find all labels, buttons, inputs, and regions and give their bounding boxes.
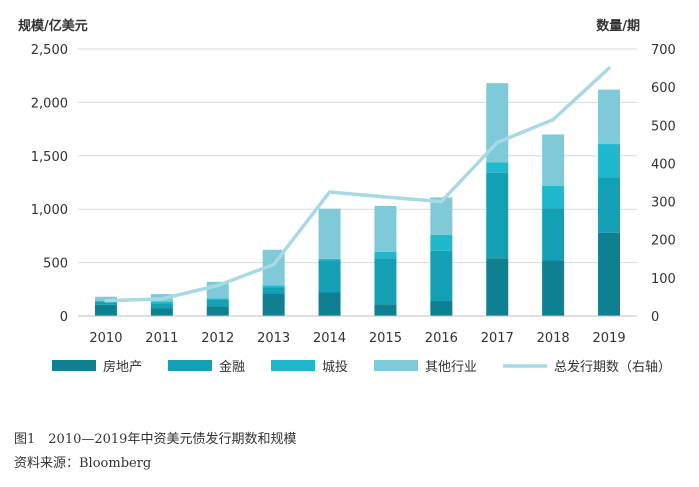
x-tick-label: 2019 [593, 331, 626, 346]
y-right-tick-label: 700 [651, 43, 676, 58]
legend: 房地产 金融 城投 其他行业 总发行期数（右轴） [52, 359, 671, 375]
y-right-tick-label: 200 [651, 234, 676, 249]
axes: 0 500 1,000 1,500 2,000 2,500 0 100 200 300 400 500… [31, 43, 676, 346]
bar-segment [318, 260, 341, 293]
y-right-tick-label: 300 [651, 196, 676, 211]
bar-segment [486, 162, 509, 173]
bar-segment [486, 172, 509, 259]
bar-segment [262, 285, 285, 288]
bar-segment [94, 301, 117, 305]
bar-segment [374, 251, 397, 259]
figure-caption: 图1 2010—2019年中资美元债发行期数和规模 [14, 432, 297, 447]
legend-swatch [374, 360, 418, 371]
bar-segment [598, 177, 621, 233]
bar-segment [486, 258, 509, 316]
x-tick-label: 2010 [89, 331, 122, 346]
bar-segment [262, 293, 285, 316]
y-right-tick-label: 600 [651, 81, 676, 96]
bar-segment [598, 144, 621, 178]
x-tick-label: 2011 [145, 331, 178, 346]
bar-segment [542, 260, 565, 316]
line-total-issuance [104, 66, 611, 303]
legend-swatch [168, 360, 212, 371]
bar-segment [94, 296, 117, 302]
chart-svg: 0 500 1,000 1,500 2,000 2,500 0 100 200 300 400 500… [18, 18, 676, 375]
bar-segment [318, 258, 341, 261]
bars [94, 83, 621, 316]
left-axis-title: 规模/亿美元 [18, 18, 88, 34]
bar-segment [430, 234, 453, 251]
legend-swatch [52, 360, 96, 371]
legend-label: 房地产 [103, 359, 142, 375]
bar-segment [318, 292, 341, 316]
right-axis-title: 数量/期 [596, 18, 640, 34]
bar-segment [486, 83, 509, 163]
bar-segment [206, 306, 229, 316]
y-left-tick-label: 2,500 [31, 43, 68, 58]
legend-label: 其他行业 [425, 360, 477, 375]
bar-segment [150, 301, 173, 304]
legend-swatch [271, 360, 315, 371]
y-left-tick-label: 2,000 [31, 96, 68, 111]
bar-segment [206, 299, 229, 307]
bar-segment [150, 303, 173, 309]
y-right-tick-label: 400 [651, 157, 676, 172]
legend-label: 金融 [219, 359, 245, 375]
bar-segment [542, 134, 565, 186]
bar-segment [374, 258, 397, 305]
x-tick-label: 2014 [313, 331, 346, 346]
y-right-tick-label: 100 [651, 272, 676, 287]
x-tick-label: 2016 [425, 331, 458, 346]
bar-segment [542, 208, 565, 261]
x-tick-label: 2015 [369, 331, 402, 346]
legend-label: 城投 [322, 359, 348, 375]
x-tick-label: 2017 [481, 331, 514, 346]
y-right-tick-label: 500 [651, 119, 676, 134]
bar-segment [150, 308, 173, 316]
legend-label: 总发行期数（右轴） [554, 359, 671, 375]
y-left-tick-label: 1,500 [31, 150, 68, 165]
source-note: 资料来源：Bloomberg [14, 456, 152, 471]
y-right-tick-label: 0 [651, 310, 659, 325]
bar-segment [542, 185, 565, 209]
line-series [104, 66, 611, 303]
bar-segment [430, 197, 453, 235]
bar-segment [374, 304, 397, 316]
bar-segment [430, 301, 453, 316]
y-left-tick-label: 500 [43, 257, 68, 272]
bar-segment [318, 208, 341, 259]
x-tick-label: 2013 [257, 331, 290, 346]
bar-segment [598, 232, 621, 316]
y-left-tick-label: 0 [60, 310, 68, 325]
chart-container: 0 500 1,000 1,500 2,000 2,500 0 100 200 300 400 500… [18, 18, 676, 375]
x-tick-label: 2012 [201, 331, 234, 346]
bar-segment [206, 298, 229, 300]
bar-segment [598, 89, 621, 145]
bar-segment [430, 250, 453, 302]
bar-segment [94, 304, 117, 316]
y-left-tick-label: 1,000 [31, 203, 68, 218]
bar-segment [374, 205, 397, 252]
x-tick-label: 2018 [537, 331, 570, 346]
bar-segment [262, 287, 285, 294]
